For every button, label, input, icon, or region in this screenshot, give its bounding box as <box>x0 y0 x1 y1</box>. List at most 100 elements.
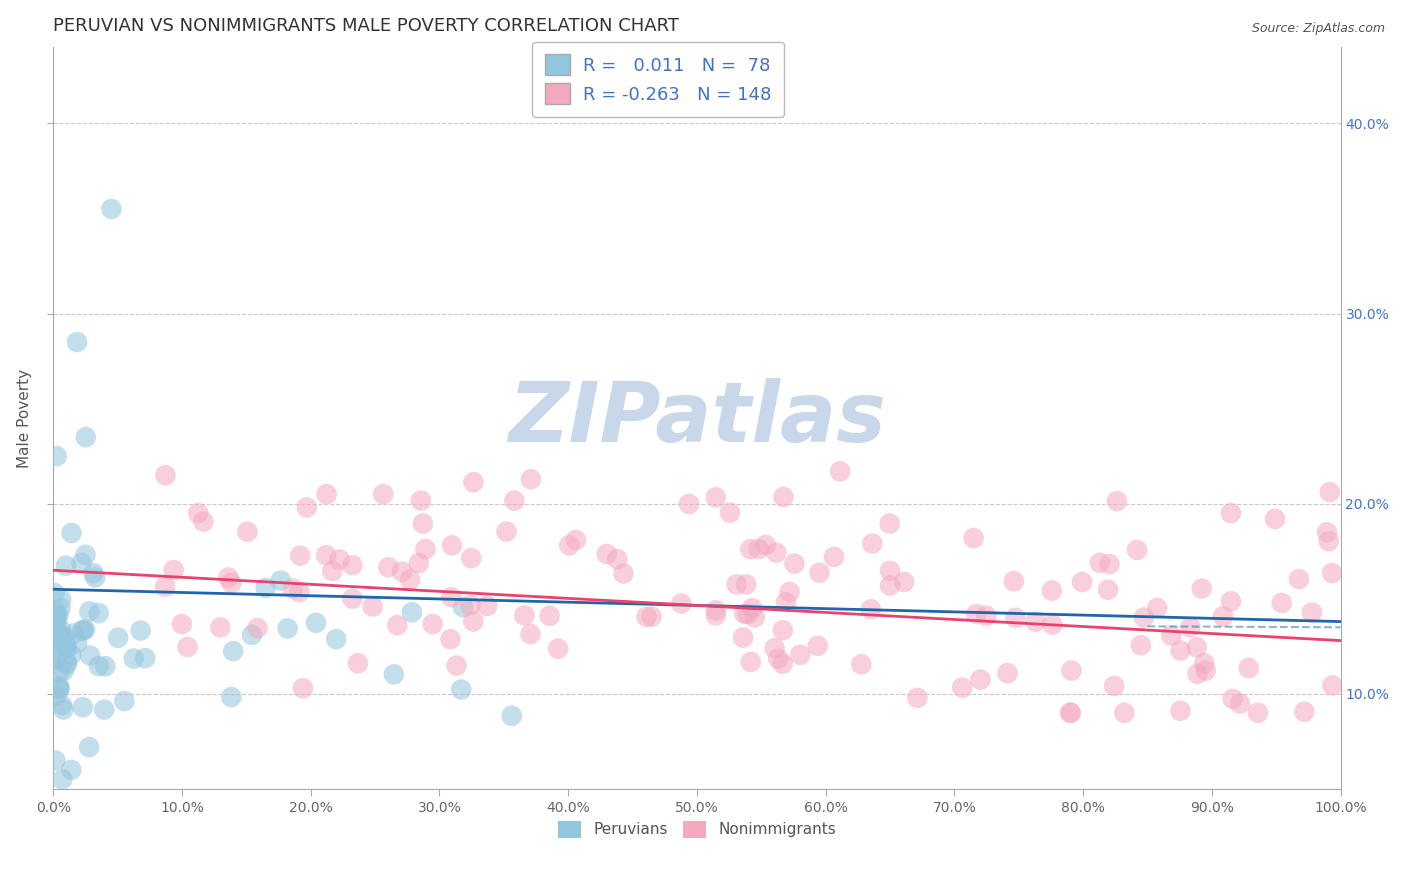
Peruvians <box>48 681 70 696</box>
Nonimmigrants <box>1097 582 1119 597</box>
Peruvians <box>45 449 67 463</box>
Nonimmigrants <box>740 542 762 557</box>
Nonimmigrants <box>879 578 901 592</box>
Nonimmigrants <box>440 538 463 552</box>
Peruvians <box>51 592 73 607</box>
Nonimmigrants <box>741 601 763 615</box>
Nonimmigrants <box>281 582 304 596</box>
Nonimmigrants <box>1114 706 1136 720</box>
Nonimmigrants <box>735 577 758 591</box>
Nonimmigrants <box>704 608 727 623</box>
Nonimmigrants <box>412 516 434 531</box>
Nonimmigrants <box>538 608 561 623</box>
Nonimmigrants <box>808 566 831 580</box>
Nonimmigrants <box>1170 704 1192 718</box>
Nonimmigrants <box>460 551 482 566</box>
Peruvians <box>73 623 96 637</box>
Nonimmigrants <box>408 556 430 570</box>
Nonimmigrants <box>503 493 526 508</box>
Peruvians <box>134 651 156 665</box>
Peruvians <box>45 689 67 703</box>
Peruvians <box>60 525 83 540</box>
Peruvians <box>72 623 94 637</box>
Peruvians <box>305 615 328 630</box>
Nonimmigrants <box>974 608 997 623</box>
Text: ZIPatlas: ZIPatlas <box>508 377 886 458</box>
Peruvians <box>44 609 66 624</box>
Text: PERUVIAN VS NONIMMIGRANTS MALE POVERTY CORRELATION CHART: PERUVIAN VS NONIMMIGRANTS MALE POVERTY C… <box>53 17 679 35</box>
Nonimmigrants <box>187 506 209 520</box>
Nonimmigrants <box>446 658 468 673</box>
Peruvians <box>44 644 66 658</box>
Nonimmigrants <box>209 620 232 634</box>
Nonimmigrants <box>772 623 794 637</box>
Nonimmigrants <box>217 570 239 584</box>
Nonimmigrants <box>1222 691 1244 706</box>
Nonimmigrants <box>422 617 444 632</box>
Nonimmigrants <box>1288 572 1310 586</box>
Peruvians <box>66 334 89 349</box>
Nonimmigrants <box>636 609 658 624</box>
Peruvians <box>55 558 77 573</box>
Nonimmigrants <box>1133 610 1156 624</box>
Peruvians <box>79 604 101 618</box>
Peruvians <box>52 664 75 678</box>
Nonimmigrants <box>1301 606 1323 620</box>
Peruvians <box>401 605 423 619</box>
Peruvians <box>129 624 152 638</box>
Peruvians <box>55 655 77 669</box>
Nonimmigrants <box>671 597 693 611</box>
Nonimmigrants <box>221 575 243 590</box>
Nonimmigrants <box>1040 583 1063 598</box>
Peruvians <box>44 630 66 644</box>
Nonimmigrants <box>725 577 748 591</box>
Nonimmigrants <box>1004 611 1026 625</box>
Peruvians <box>48 665 70 679</box>
Nonimmigrants <box>246 621 269 635</box>
Nonimmigrants <box>731 631 754 645</box>
Peruvians <box>51 629 73 643</box>
Peruvians <box>45 605 67 619</box>
Nonimmigrants <box>290 549 312 563</box>
Nonimmigrants <box>851 657 873 672</box>
Peruvians <box>56 641 79 656</box>
Nonimmigrants <box>519 627 541 641</box>
Nonimmigrants <box>520 472 543 486</box>
Nonimmigrants <box>718 506 741 520</box>
Nonimmigrants <box>772 490 794 504</box>
Nonimmigrants <box>1191 582 1213 596</box>
Nonimmigrants <box>1160 629 1182 643</box>
Nonimmigrants <box>640 609 662 624</box>
Nonimmigrants <box>463 475 485 490</box>
Peruvians <box>450 682 472 697</box>
Peruvians <box>53 636 76 650</box>
Nonimmigrants <box>153 580 176 594</box>
Peruvians <box>87 659 110 673</box>
Nonimmigrants <box>969 673 991 687</box>
Nonimmigrants <box>678 497 700 511</box>
Peruvians <box>93 702 115 716</box>
Peruvians <box>72 700 94 714</box>
Nonimmigrants <box>1219 594 1241 608</box>
Nonimmigrants <box>291 681 314 696</box>
Peruvians <box>277 622 299 636</box>
Nonimmigrants <box>860 536 883 550</box>
Peruvians <box>240 628 263 642</box>
Nonimmigrants <box>1316 525 1339 540</box>
Nonimmigrants <box>997 666 1019 681</box>
Nonimmigrants <box>495 524 517 539</box>
Nonimmigrants <box>347 657 370 671</box>
Nonimmigrants <box>1219 506 1241 520</box>
Nonimmigrants <box>1229 697 1251 711</box>
Nonimmigrants <box>1129 638 1152 652</box>
Nonimmigrants <box>1088 556 1111 570</box>
Peruvians <box>45 652 67 666</box>
Nonimmigrants <box>1059 706 1081 720</box>
Nonimmigrants <box>1059 706 1081 720</box>
Peruvians <box>56 657 79 672</box>
Peruvians <box>45 650 67 665</box>
Peruvians <box>70 556 93 570</box>
Nonimmigrants <box>1126 543 1149 558</box>
Peruvians <box>46 626 69 640</box>
Nonimmigrants <box>321 564 343 578</box>
